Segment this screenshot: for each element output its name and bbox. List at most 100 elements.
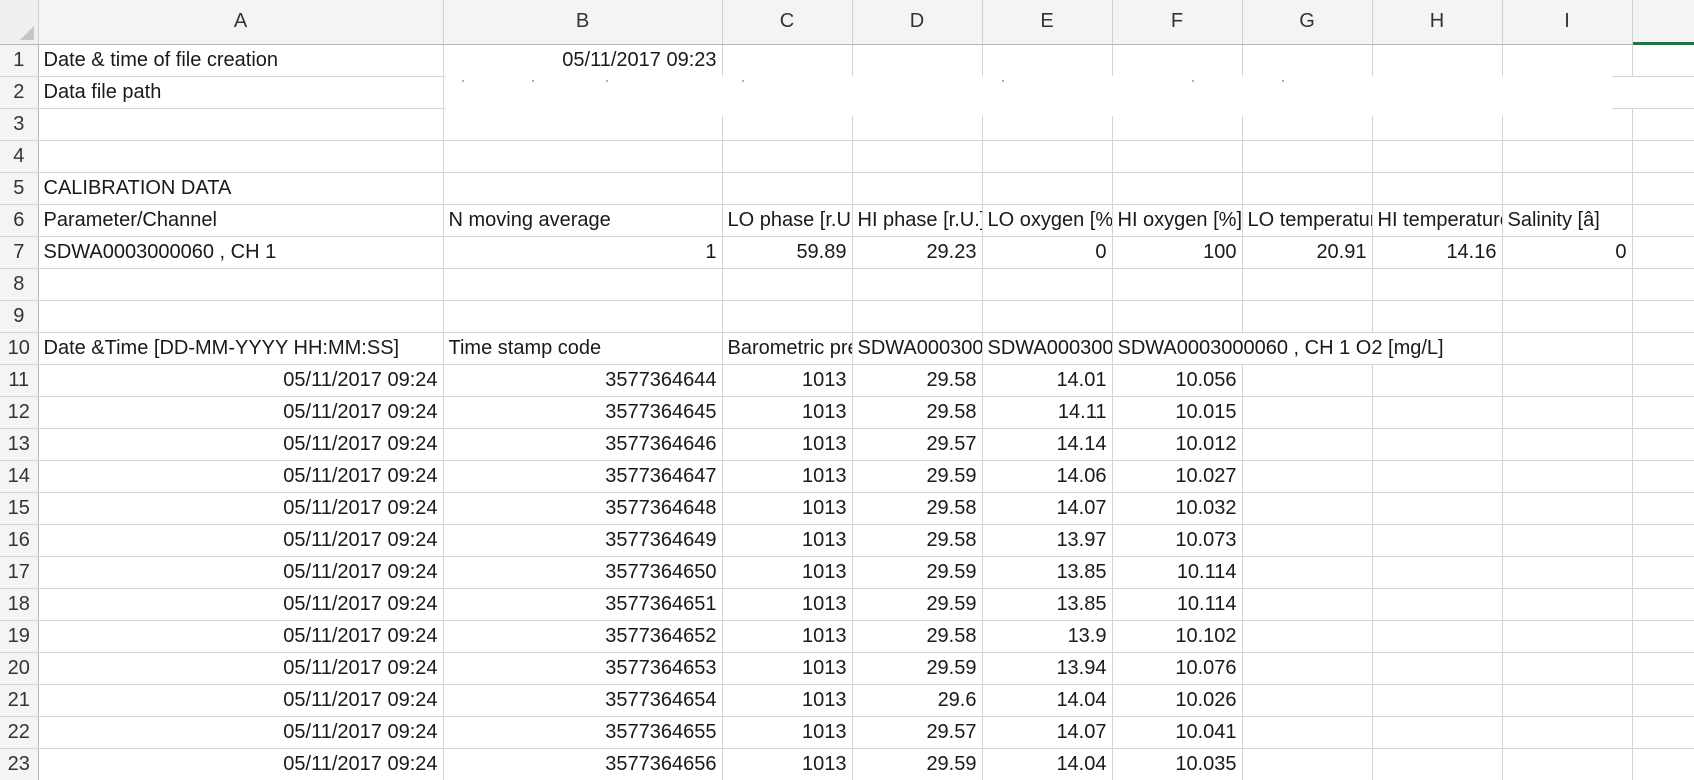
cell-e13[interactable]: 14.14	[982, 428, 1113, 461]
cell-b18[interactable]: 3577364651	[443, 588, 723, 621]
cell-j19[interactable]	[1632, 620, 1694, 653]
cell-g16[interactable]	[1242, 524, 1373, 557]
cell-c11[interactable]: 1013	[722, 364, 853, 397]
cell-b10[interactable]: Time stamp code	[443, 332, 723, 365]
cell-e18[interactable]: 13.85	[982, 588, 1113, 621]
select-all-corner[interactable]	[0, 0, 39, 45]
cell-j9[interactable]	[1632, 300, 1694, 333]
column-header-a[interactable]: A	[38, 0, 444, 45]
cell-b23[interactable]: 3577364656	[443, 748, 723, 780]
cell-e10[interactable]: SDWA0003000060	[982, 332, 1113, 365]
column-header-j[interactable]	[1632, 0, 1694, 45]
cell-j15[interactable]	[1632, 492, 1694, 525]
cell-g8[interactable]	[1242, 268, 1373, 301]
cell-g6[interactable]: LO temperature	[1242, 204, 1373, 237]
cell-i19[interactable]	[1502, 620, 1633, 653]
cell-c22[interactable]: 1013	[722, 716, 853, 749]
cell-d16[interactable]: 29.58	[852, 524, 983, 557]
cell-h14[interactable]	[1372, 460, 1503, 493]
cell-a21[interactable]: 05/11/2017 09:24	[38, 684, 444, 717]
cell-g10[interactable]	[1242, 332, 1372, 365]
cell-b20[interactable]: 3577364653	[443, 652, 723, 685]
column-header-f[interactable]: F	[1112, 0, 1243, 45]
cell-h22[interactable]	[1372, 716, 1503, 749]
cell-b17[interactable]: 3577364650	[443, 556, 723, 589]
cell-g5[interactable]	[1242, 172, 1373, 205]
cell-h20[interactable]	[1372, 652, 1503, 685]
cell-c1[interactable]	[722, 44, 853, 77]
cell-j14[interactable]	[1632, 460, 1694, 493]
cell-j22[interactable]	[1632, 716, 1694, 749]
cell-h23[interactable]	[1372, 748, 1503, 780]
cell-g4[interactable]	[1242, 140, 1373, 173]
row-header[interactable]: 21	[0, 684, 39, 717]
cell-d8[interactable]	[852, 268, 983, 301]
cell-e6[interactable]: LO oxygen [%]	[982, 204, 1113, 237]
cell-g15[interactable]	[1242, 492, 1373, 525]
cell-a2[interactable]: Data file path	[38, 76, 444, 109]
cell-e8[interactable]	[982, 268, 1113, 301]
cell-b13[interactable]: 3577364646	[443, 428, 723, 461]
cell-h17[interactable]	[1372, 556, 1503, 589]
cell-f22[interactable]: 10.041	[1112, 716, 1243, 749]
row-header[interactable]: 11	[0, 364, 39, 397]
cell-d4[interactable]	[852, 140, 983, 173]
cell-c13[interactable]: 1013	[722, 428, 853, 461]
cell-f7[interactable]: 100	[1112, 236, 1243, 269]
column-header-c[interactable]: C	[722, 0, 853, 45]
cell-j6[interactable]	[1632, 204, 1694, 237]
cell-f18[interactable]: 10.114	[1112, 588, 1243, 621]
cell-j23[interactable]	[1632, 748, 1694, 780]
row-header[interactable]: 8	[0, 268, 39, 301]
row-header[interactable]: 10	[0, 332, 39, 365]
cell-f6[interactable]: HI oxygen [%]	[1112, 204, 1243, 237]
column-header-h[interactable]: H	[1372, 0, 1503, 45]
cell-c23[interactable]: 1013	[722, 748, 853, 780]
cell-e11[interactable]: 14.01	[982, 364, 1113, 397]
cell-b15[interactable]: 3577364648	[443, 492, 723, 525]
cell-i6[interactable]: Salinity [â]	[1502, 204, 1633, 237]
cell-a12[interactable]: 05/11/2017 09:24	[38, 396, 444, 429]
cell-g22[interactable]	[1242, 716, 1373, 749]
cell-j21[interactable]	[1632, 684, 1694, 717]
cell-b7[interactable]: 1	[443, 236, 723, 269]
cell-d5[interactable]	[852, 172, 983, 205]
cell-i15[interactable]	[1502, 492, 1633, 525]
cell-d10[interactable]: SDWA0003000060	[852, 332, 983, 365]
cell-c21[interactable]: 1013	[722, 684, 853, 717]
cell-g7[interactable]: 20.91	[1242, 236, 1373, 269]
cell-d19[interactable]: 29.58	[852, 620, 983, 653]
cell-b9[interactable]	[443, 300, 723, 333]
cell-f23[interactable]: 10.035	[1112, 748, 1243, 780]
cell-g21[interactable]	[1242, 684, 1373, 717]
cell-h21[interactable]	[1372, 684, 1503, 717]
cell-j18[interactable]	[1632, 588, 1694, 621]
cell-b6[interactable]: N moving average	[443, 204, 723, 237]
cell-g18[interactable]	[1242, 588, 1373, 621]
cell-c8[interactable]	[722, 268, 853, 301]
cell-g19[interactable]	[1242, 620, 1373, 653]
cell-g11[interactable]	[1242, 364, 1373, 397]
cell-g17[interactable]	[1242, 556, 1373, 589]
cell-a23[interactable]: 05/11/2017 09:24	[38, 748, 444, 780]
cell-a13[interactable]: 05/11/2017 09:24	[38, 428, 444, 461]
cell-d18[interactable]: 29.59	[852, 588, 983, 621]
cell-f16[interactable]: 10.073	[1112, 524, 1243, 557]
cell-b8[interactable]	[443, 268, 723, 301]
cell-j12[interactable]	[1632, 396, 1694, 429]
cell-g23[interactable]	[1242, 748, 1373, 780]
cell-h12[interactable]	[1372, 396, 1503, 429]
cell-h18[interactable]	[1372, 588, 1503, 621]
cell-e14[interactable]: 14.06	[982, 460, 1113, 493]
cell-g9[interactable]	[1242, 300, 1373, 333]
cell-b5[interactable]	[443, 172, 723, 205]
cell-a20[interactable]: 05/11/2017 09:24	[38, 652, 444, 685]
cell-f11[interactable]: 10.056	[1112, 364, 1243, 397]
cell-d13[interactable]: 29.57	[852, 428, 983, 461]
cell-a19[interactable]: 05/11/2017 09:24	[38, 620, 444, 653]
cell-h11[interactable]	[1372, 364, 1503, 397]
cell-a1[interactable]: Date & time of file creation	[38, 44, 444, 77]
cell-b1[interactable]: 05/11/2017 09:23	[443, 44, 723, 77]
row-header[interactable]: 7	[0, 236, 39, 269]
cell-e1[interactable]	[982, 44, 1113, 77]
